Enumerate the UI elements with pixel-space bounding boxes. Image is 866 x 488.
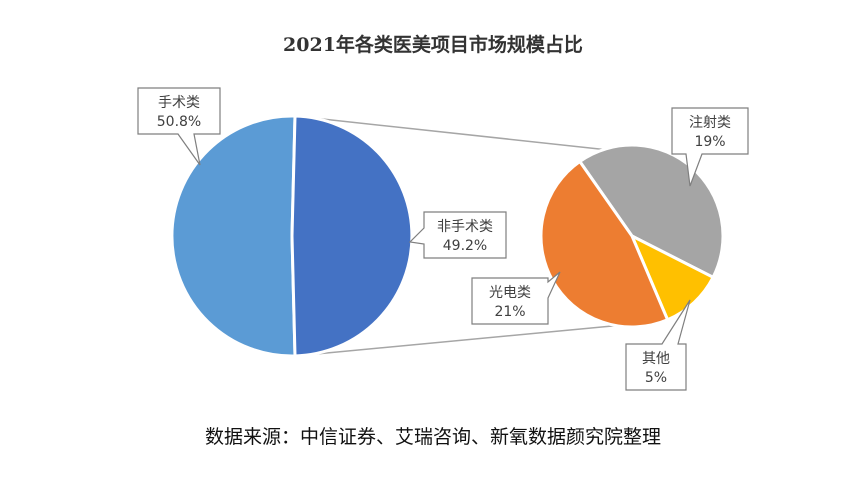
callout-category-label: 其他	[642, 351, 670, 367]
connector-line-bottom	[294, 324, 617, 357]
callout-box	[625, 299, 691, 391]
callout-injection: 注射类 19%	[671, 107, 749, 187]
callout-category-label: 手术类	[158, 95, 200, 111]
callout-box	[137, 87, 221, 166]
data-label-callouts: 手术类 50.8% 非手术类 49.2% 注射类 19% 光电类 21% 其他 5%	[137, 87, 749, 391]
callout-percent-label: 49.2%	[443, 238, 487, 254]
callout-other: 其他 5%	[625, 299, 691, 391]
callout-category-label: 非手术类	[437, 219, 493, 235]
callout-photoelectric: 光电类 21%	[471, 271, 561, 325]
callout-box	[471, 271, 561, 325]
callout-box	[408, 211, 507, 259]
callout-non-surgical: 非手术类 49.2%	[408, 211, 507, 259]
callout-percent-label: 21%	[494, 304, 525, 320]
callout-percent-label: 5%	[645, 370, 667, 386]
connector-line-top	[294, 115, 604, 151]
callout-box	[671, 107, 749, 187]
callout-percent-label: 19%	[694, 134, 725, 150]
main-slice-surgical	[170, 114, 297, 358]
callout-category-label: 光电类	[489, 285, 531, 301]
callout-percent-label: 50.8%	[157, 114, 201, 130]
main-slice-non-surgical	[290, 114, 414, 358]
chart-title: 2021年各类医美项目市场规模占比	[283, 34, 583, 56]
callout-surgical: 手术类 50.8%	[137, 87, 221, 166]
main-pie	[170, 114, 414, 358]
connector-lines	[294, 115, 617, 357]
callout-category-label: 注射类	[689, 115, 731, 131]
source-note: 数据来源：中信证券、艾瑞咨询、新氧数据颜究院整理	[204, 426, 661, 448]
